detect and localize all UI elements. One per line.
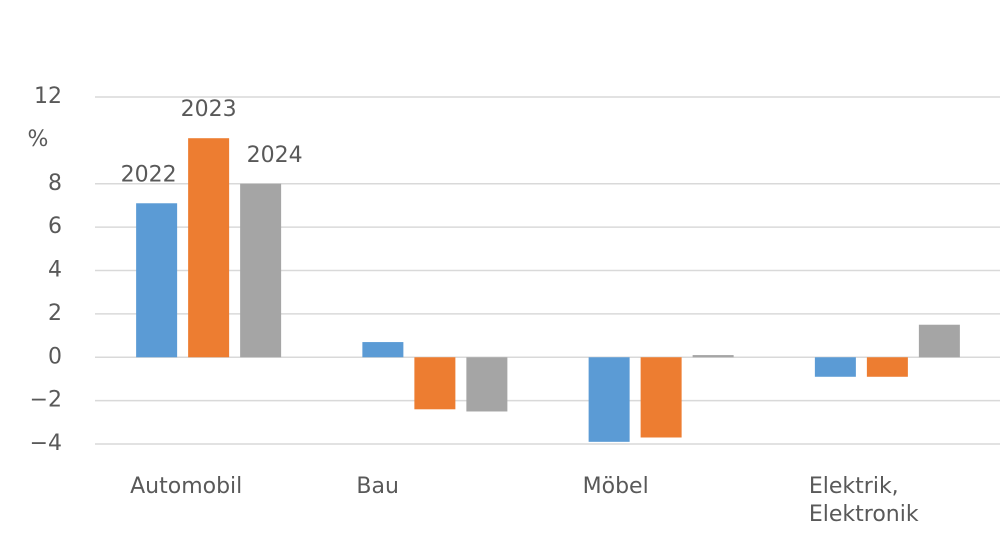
y-tick-label: −4 — [30, 431, 62, 456]
y-tick-label: 4 — [48, 258, 62, 283]
y-tick-label: 12 — [34, 84, 62, 109]
y-tick-label: 8 — [48, 171, 62, 196]
y-tick-label: 2 — [48, 301, 62, 326]
bar — [414, 357, 456, 410]
bar — [640, 357, 682, 438]
bar — [240, 183, 282, 358]
y-tick-label: 6 — [48, 214, 62, 239]
bar — [362, 342, 404, 358]
bar — [814, 357, 856, 377]
legend-label: 2023 — [181, 97, 237, 122]
y-axis-label: % — [28, 127, 49, 152]
x-tick-label: Bau — [356, 474, 399, 499]
bar — [466, 357, 508, 412]
legend-label: 2022 — [121, 162, 177, 187]
bar — [588, 357, 630, 442]
bar — [866, 357, 908, 377]
y-tick-label: 0 — [48, 344, 62, 369]
bar — [692, 355, 734, 358]
x-tick-label: Möbel — [582, 474, 649, 499]
bar — [918, 324, 960, 358]
bar — [188, 138, 230, 358]
x-tick-label: Elektrik, Elektronik — [808, 474, 919, 527]
bar — [136, 203, 178, 358]
legend-label: 2024 — [247, 143, 303, 168]
x-tick-label: Automobil — [130, 474, 243, 499]
y-tick-label: −2 — [30, 388, 62, 413]
